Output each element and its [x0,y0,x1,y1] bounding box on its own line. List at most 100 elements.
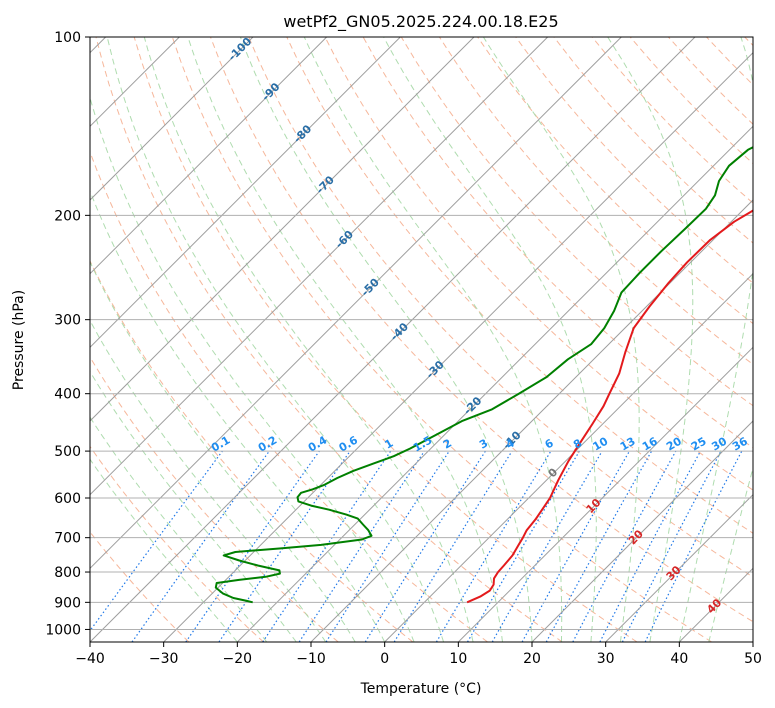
mixing-ratio-labels: 0.1 0.2 0.4 0.6 1 1.5 2 3 4 6 8 10 13 16 20 25 30 36 [209,433,750,454]
moist-adiabat [90,416,268,642]
moist-adiabat [106,37,445,642]
moist-adiabat [482,37,640,642]
mixing-ratio-line [325,450,450,642]
isotherm [90,37,328,275]
mixing-ratio-line [599,450,702,642]
isotherm [90,37,254,201]
plot-frame [89,36,754,643]
mixing-ratio-label: 6 [543,436,556,451]
dry-adiabat [90,150,488,642]
y-tick-label: 400 [54,387,81,403]
moist-adiabat [383,37,597,642]
moist-adiabats [90,37,753,642]
isotherm [90,37,696,642]
mixing-ratio-line [218,450,351,642]
y-tick-label: 600 [54,491,81,507]
y-tick-label: 100 [54,30,81,46]
chart-title: wetPf2_GN05.2025.224.00.18.E25 [283,12,558,32]
isotherm [752,641,753,642]
isotherm [236,125,753,642]
isotherm-label: -90 [259,80,282,103]
y-tick-label: 700 [54,531,81,547]
y-tick-label: 1000 [45,622,81,638]
dry-adiabat [248,37,753,578]
mixing-ratio-line [466,450,580,642]
isotherm [163,51,753,642]
dry-adiabat [591,37,753,204]
isotherm [90,37,622,570]
dry-adiabat [553,37,753,244]
moist-adiabat [90,260,356,642]
x-tick-label: −10 [296,651,326,667]
dry-adiabat [744,37,753,47]
mixing-ratio-line [298,450,425,642]
moist-adiabat [90,319,327,642]
x-tick-label: 30 [597,651,615,667]
sounding-series [214,146,753,604]
y-tick-label: 800 [54,565,81,581]
x-tick-label: −30 [149,651,179,667]
x-tick-label: 50 [744,651,762,667]
y-axis: 1000 900 800 700 600 500 400 300 200 100 [45,30,90,638]
x-axis: −40 −30 −20 −10 0 10 20 30 40 50 [75,642,762,667]
moist-adiabat [90,458,238,642]
x-tick-label: 40 [670,651,688,667]
y-tick-label: 300 [54,313,81,329]
dry-adiabat [668,37,753,125]
isotherm-label: 10 [584,496,604,516]
moist-adiabat [239,37,533,642]
dry-adiabat [171,37,712,642]
dry-adiabats [90,37,753,642]
moist-adiabat [708,466,753,642]
isotherm [310,199,753,642]
moist-adiabat [607,37,694,642]
mixing-ratio-line [185,450,320,642]
dry-adiabat [90,356,339,642]
x-tick-label: −40 [75,651,105,667]
moist-adiabat [303,37,563,642]
y-tick-label: 500 [54,444,81,460]
mixing-ratio-line [644,450,743,642]
x-tick-label: −20 [223,651,253,667]
moist-adiabat [143,37,474,642]
x-tick-label: 20 [523,651,541,667]
pressure-gridlines [90,37,753,630]
mixing-ratio-line [545,450,653,642]
mixing-ratio-lines [90,450,743,642]
mixing-ratio-line [364,450,486,642]
dry-adiabat [706,37,753,86]
dewpoint-line [214,146,753,604]
moist-adiabat [90,189,386,642]
isotherm [605,493,753,642]
isotherm [90,37,475,422]
dry-adiabat [90,445,264,642]
moist-adiabat [187,37,503,642]
mixing-ratio-line [393,450,513,642]
isotherms [90,37,753,642]
dry-adiabat [95,37,563,642]
isotherm [90,37,549,496]
isotherm-label: -30 [424,358,447,381]
dry-adiabat [133,37,638,642]
isotherm [457,346,753,642]
y-tick-label: 900 [54,595,81,611]
mixing-ratio-line [262,450,392,642]
mixing-ratio-label: 2 [441,437,454,452]
y-tick-label: 200 [54,208,81,224]
y-axis-label: Pressure (hPa) [11,290,27,390]
dry-adiabat [515,37,753,284]
isotherm [678,567,753,642]
mixing-ratio-line [90,450,223,632]
moist-adiabat [678,37,753,642]
isotherm-label: 40 [704,596,724,616]
x-axis-label: Temperature (°C) [360,681,482,697]
temperature-line [466,209,753,604]
dry-adiabat [90,531,190,642]
mixing-ratio-line [521,450,631,642]
isotherm [384,272,753,642]
x-tick-label: 0 [380,651,389,667]
isotherm [90,37,401,349]
moist-adiabat [90,370,297,642]
x-tick-label: 10 [449,651,467,667]
